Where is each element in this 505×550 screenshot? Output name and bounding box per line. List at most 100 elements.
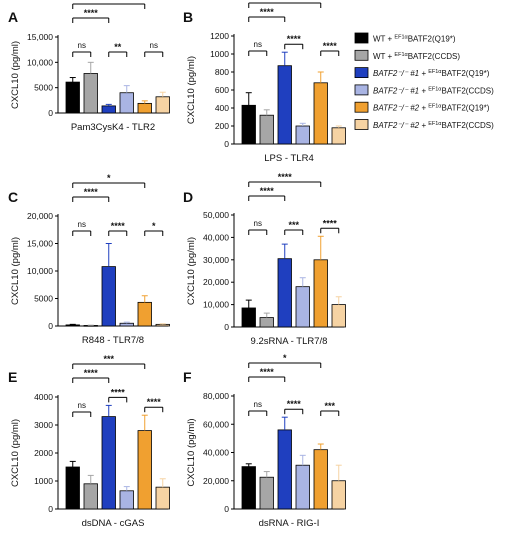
y-tick-label: 50,000 <box>203 210 229 220</box>
y-tick-label: 0 <box>224 504 229 514</box>
bar <box>83 73 98 114</box>
bar <box>101 105 116 114</box>
bar <box>101 416 116 510</box>
y-axis-label: CXCL10 (pg/ml) <box>10 419 21 487</box>
sig-label: * <box>283 353 287 363</box>
y-tick-label: 3000 <box>34 420 53 430</box>
bar <box>241 466 256 510</box>
bar <box>295 125 310 145</box>
sig-label: ** <box>114 42 122 52</box>
y-axis-label: CXCL10 (pg/ml) <box>10 41 21 109</box>
sig-label: **** <box>287 34 302 44</box>
legend-swatch <box>354 32 369 44</box>
bar <box>65 81 80 114</box>
y-tick-label: 80,000 <box>203 391 229 401</box>
y-tick-label: 0 <box>224 322 229 332</box>
legend-swatch <box>354 101 369 113</box>
sig-label: **** <box>111 221 126 231</box>
bar <box>241 104 256 145</box>
legend-item: WT + EF1αBATF2(CCDS) <box>354 49 460 61</box>
y-tick-label: 10,000 <box>27 57 53 67</box>
legend-swatch <box>354 49 369 61</box>
legend-prefix: BATF2⁻/⁻ #2 + <box>373 104 428 113</box>
panel-label: A <box>8 9 18 25</box>
bar <box>277 429 292 510</box>
y-axis-label: CXCL10 (pg/ml) <box>186 418 197 486</box>
legend-item: BATF2⁻/⁻ #1 + EF1αBATF2(Q19*) <box>354 67 490 78</box>
y-tick-label: 15,000 <box>27 239 53 249</box>
legend-suffix: BATF2(CCDS) <box>442 86 495 95</box>
bar <box>155 486 170 510</box>
legend: WT + EF1αBATF2(Q19*)WT + EF1αBATF2(CCDS)… <box>354 32 495 130</box>
y-tick-label: 0 <box>48 321 53 331</box>
y-tick-label: 4000 <box>34 392 53 402</box>
y-axis-label: CXCL10 (pg/ml) <box>186 237 197 305</box>
x-axis-label: R848 - TLR7/8 <box>82 335 144 346</box>
y-tick-label: 40,000 <box>203 448 229 458</box>
legend-superscript: EF1α <box>394 52 408 58</box>
bar <box>65 324 80 327</box>
sig-label: **** <box>84 368 99 378</box>
legend-suffix: BATF2(Q19*) <box>442 69 490 78</box>
y-tick-label: 10,000 <box>27 266 53 276</box>
bar <box>313 259 328 328</box>
bar <box>331 304 346 328</box>
y-tick-label: 60,000 <box>203 419 229 429</box>
bar <box>331 480 346 510</box>
panels: A 0 5000 10,000 15,000 CXCL10 (pg/ml) Pam3CysK… <box>8 0 346 529</box>
bar <box>137 430 152 510</box>
sig-label: **** <box>278 172 293 182</box>
bar <box>313 82 328 145</box>
legend-superscript: EF1α <box>428 121 442 127</box>
sig-label: ns <box>254 400 262 409</box>
sig-label: **** <box>147 397 162 407</box>
legend-suffix: BATF2(CCDS) <box>442 121 495 130</box>
y-tick-label: 0 <box>48 108 53 118</box>
y-axis-label: CXCL10 (pg/ml) <box>10 237 21 305</box>
y-tick-label: 600 <box>215 85 229 95</box>
legend-label: WT + EF1αBATF2(CCDS) <box>373 52 460 61</box>
y-tick-label: 200 <box>215 121 229 131</box>
panel-b: B 0 200 400 600 800 1000 1200 CXCL10 (pg/ml) LPS … <box>183 0 346 164</box>
legend-item: BATF2⁻/⁻ #2 + EF1αBATF2(CCDS) <box>354 119 495 130</box>
y-tick-label: 15,000 <box>27 32 53 42</box>
legend-superscript: EF1α <box>428 86 442 92</box>
legend-label: BATF2⁻/⁻ #1 + EF1αBATF2(CCDS) <box>373 86 494 95</box>
sig-label: ns <box>78 220 86 229</box>
legend-prefix: BATF2⁻/⁻ #2 + <box>373 121 428 130</box>
legend-prefix: WT + <box>373 52 394 61</box>
bar <box>259 114 274 145</box>
bar <box>119 490 134 510</box>
legend-suffix: BATF2(Q19*) <box>408 35 456 44</box>
legend-prefix: WT + <box>373 35 394 44</box>
sig-label: **** <box>260 7 275 17</box>
sig-label: **** <box>84 8 99 18</box>
x-axis-label: dsRNA - RIG-I <box>259 518 320 529</box>
y-tick-label: 5000 <box>34 83 53 93</box>
sig-label: * <box>152 221 156 231</box>
sig-label: **** <box>260 186 275 196</box>
sig-label: **** <box>111 387 126 397</box>
legend-prefix: BATF2⁻/⁻ #1 + <box>373 69 428 78</box>
bar <box>119 92 134 114</box>
legend-item: WT + EF1αBATF2(Q19*) <box>354 32 456 44</box>
y-tick-label: 1000 <box>210 49 229 59</box>
panel-label: F <box>183 369 192 385</box>
bar <box>241 307 256 328</box>
legend-swatch <box>354 84 369 96</box>
sig-label: ns <box>254 40 262 49</box>
legend-item: BATF2⁻/⁻ #2 + EF1αBATF2(Q19*) <box>354 101 490 113</box>
sig-label: *** <box>324 401 335 411</box>
bar <box>155 323 170 327</box>
panel-e: E 0 1000 2000 3000 4000 CXCL10 (pg/ml) dsDNA - … <box>8 354 170 529</box>
y-tick-label: 30,000 <box>203 255 229 265</box>
y-tick-label: 2000 <box>34 448 53 458</box>
bar <box>101 266 116 327</box>
y-tick-label: 20,000 <box>27 211 53 221</box>
bar <box>155 96 170 114</box>
y-tick-label: 0 <box>224 139 229 149</box>
y-tick-label: 20,000 <box>203 277 229 287</box>
x-axis-label: LPS - TLR4 <box>264 153 313 164</box>
sig-label: ns <box>254 219 262 228</box>
panel-label: C <box>8 189 18 205</box>
